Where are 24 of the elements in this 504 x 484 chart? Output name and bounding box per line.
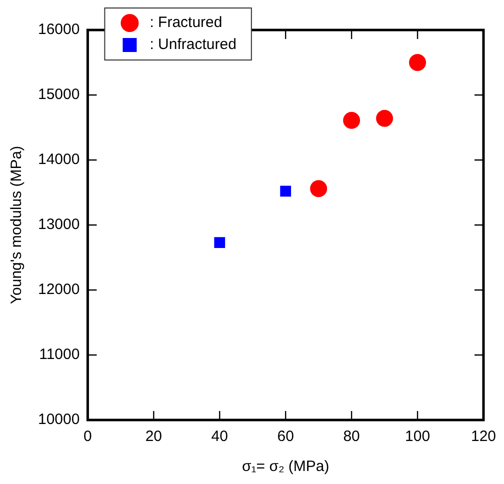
point [214,237,226,248]
x-tick-label: 120 [470,428,496,446]
y-tick-label: 10000 [38,411,80,428]
y-tick-label: 12000 [38,281,80,298]
y-tick-label: 13000 [38,216,80,234]
y-axis-title: Young's modulus (MPa) [8,146,26,304]
y-tick-label: 14000 [38,151,80,168]
x-tick-label: 0 [84,428,92,446]
point [409,54,426,71]
point [376,110,394,127]
x-tick-label: 40 [211,428,228,446]
x-tick-label: 20 [145,428,162,446]
x-tick-label: 80 [343,428,360,446]
x-tick-label: 60 [277,428,294,446]
y-tick-label: 15000 [38,86,80,104]
legend-label: : Unfractured [150,36,236,54]
y-tick-label: 11000 [39,346,80,364]
point [310,180,328,198]
x-tick-label: 100 [405,428,430,446]
point [343,112,360,129]
point [280,186,292,197]
x-axis-title: σ₁= σ₂ (MPa) [242,458,330,476]
y-tick-label: 16000 [38,21,80,38]
legend-label: : Fractured [150,14,222,32]
